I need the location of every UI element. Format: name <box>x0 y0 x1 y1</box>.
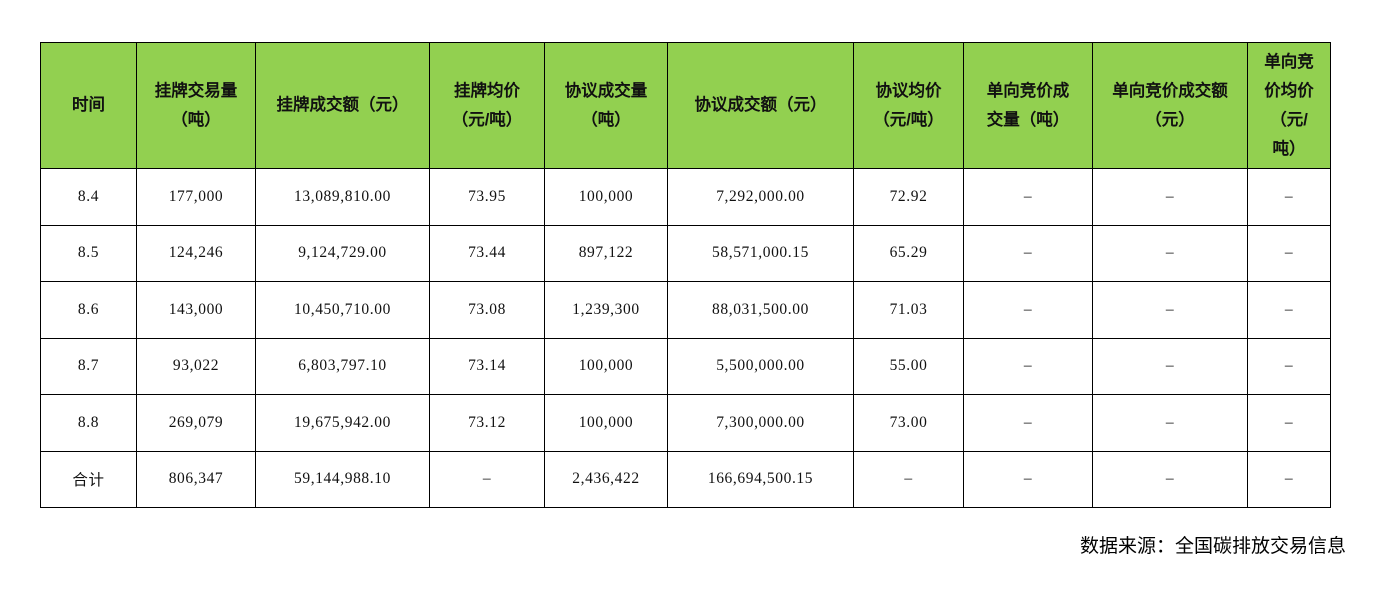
table-cell: 71.03 <box>853 281 964 339</box>
col-header-listed-avg-price: 挂牌均价 （元/吨） <box>429 42 545 169</box>
table-cell: 269,079 <box>136 394 256 452</box>
table-cell: – <box>963 337 1093 395</box>
table-cell: – <box>1092 394 1248 452</box>
table-cell: 合计 <box>40 450 137 508</box>
table-cell: 58,571,000.15 <box>667 224 854 282</box>
col-header-negotiated-volume: 协议成交量 （吨） <box>544 42 668 169</box>
table-cell: 13,089,810.00 <box>255 168 430 226</box>
col-header-auction-turnover: 单向竞价成交额 （元） <box>1092 42 1248 169</box>
table-cell: 65.29 <box>853 224 964 282</box>
table-row-total: 合计 806,347 59,144,988.10 – 2,436,422 166… <box>40 450 1331 508</box>
table-row-8-7: 8.7 93,022 6,803,797.10 73.14 100,000 5,… <box>40 337 1331 395</box>
table-cell: 143,000 <box>136 281 256 339</box>
table-cell: – <box>429 450 545 508</box>
table-cell: 10,450,710.00 <box>255 281 430 339</box>
table-cell: – <box>1247 337 1331 395</box>
table-cell: – <box>1247 224 1331 282</box>
table-cell: 806,347 <box>136 450 256 508</box>
table-cell: – <box>1092 450 1248 508</box>
table-row-8-5: 8.5 124,246 9,124,729.00 73.44 897,122 5… <box>40 224 1331 282</box>
table-cell: 73.44 <box>429 224 545 282</box>
col-header-time: 时间 <box>40 42 137 169</box>
table-cell: 8.8 <box>40 394 137 452</box>
table-cell: 8.4 <box>40 168 137 226</box>
table-cell: 8.6 <box>40 281 137 339</box>
table-cell: – <box>963 281 1093 339</box>
col-header-auction-avg-price: 单向竞 价均价 （元/ 吨） <box>1247 42 1331 169</box>
table-row-8-6: 8.6 143,000 10,450,710.00 73.08 1,239,30… <box>40 281 1331 339</box>
col-header-listed-turnover: 挂牌成交额（元） <box>255 42 430 169</box>
table-cell: 2,436,422 <box>544 450 668 508</box>
table-row-8-8: 8.8 269,079 19,675,942.00 73.12 100,000 … <box>40 394 1331 452</box>
table-cell: 8.7 <box>40 337 137 395</box>
carbon-trading-table-container: 时间 挂牌交易量 （吨） 挂牌成交额（元） 挂牌均价 （元/吨） 协议成交量 （… <box>40 42 1331 508</box>
table-cell: – <box>1092 168 1248 226</box>
table-cell: – <box>1247 168 1331 226</box>
table-cell: 73.14 <box>429 337 545 395</box>
table-cell: – <box>963 394 1093 452</box>
table-cell: 100,000 <box>544 168 668 226</box>
col-header-listed-volume: 挂牌交易量 （吨） <box>136 42 256 169</box>
table-cell: 73.08 <box>429 281 545 339</box>
table-cell: – <box>1247 394 1331 452</box>
table-cell: – <box>963 224 1093 282</box>
table-row-8-4: 8.4 177,000 13,089,810.00 73.95 100,000 … <box>40 168 1331 226</box>
table-cell: 9,124,729.00 <box>255 224 430 282</box>
table-cell: 5,500,000.00 <box>667 337 854 395</box>
table-cell: – <box>1247 450 1331 508</box>
table-cell: 7,292,000.00 <box>667 168 854 226</box>
table-cell: 59,144,988.10 <box>255 450 430 508</box>
table-cell: 19,675,942.00 <box>255 394 430 452</box>
col-header-negotiated-turnover: 协议成交额（元） <box>667 42 854 169</box>
table-cell: 8.5 <box>40 224 137 282</box>
table-cell: 73.00 <box>853 394 964 452</box>
table-cell: 73.95 <box>429 168 545 226</box>
header-row: 时间 挂牌交易量 （吨） 挂牌成交额（元） 挂牌均价 （元/吨） 协议成交量 （… <box>40 42 1331 169</box>
table-cell: – <box>963 168 1093 226</box>
table-cell: 55.00 <box>853 337 964 395</box>
table-cell: 6,803,797.10 <box>255 337 430 395</box>
table-cell: 73.12 <box>429 394 545 452</box>
col-header-auction-volume: 单向竞价成 交量（吨） <box>963 42 1093 169</box>
table-cell: 124,246 <box>136 224 256 282</box>
table-cell: – <box>1247 281 1331 339</box>
table-cell: – <box>853 450 964 508</box>
table-cell: 93,022 <box>136 337 256 395</box>
table-cell: 1,239,300 <box>544 281 668 339</box>
col-header-negotiated-avg-price: 协议均价 （元/吨） <box>853 42 964 169</box>
carbon-trading-table: 时间 挂牌交易量 （吨） 挂牌成交额（元） 挂牌均价 （元/吨） 协议成交量 （… <box>40 42 1331 508</box>
table-cell: – <box>963 450 1093 508</box>
table-cell: 100,000 <box>544 394 668 452</box>
table-cell: – <box>1092 224 1248 282</box>
table-cell: 897,122 <box>544 224 668 282</box>
table-header: 时间 挂牌交易量 （吨） 挂牌成交额（元） 挂牌均价 （元/吨） 协议成交量 （… <box>40 42 1331 169</box>
table-cell: – <box>1092 281 1248 339</box>
table-cell: 7,300,000.00 <box>667 394 854 452</box>
table-cell: 72.92 <box>853 168 964 226</box>
table-cell: – <box>1092 337 1248 395</box>
table-cell: 88,031,500.00 <box>667 281 854 339</box>
table-body: 8.4 177,000 13,089,810.00 73.95 100,000 … <box>40 168 1331 508</box>
table-cell: 166,694,500.15 <box>667 450 854 508</box>
table-cell: 100,000 <box>544 337 668 395</box>
data-source-note: 数据来源：全国碳排放交易信息 <box>1079 536 1346 557</box>
table-cell: 177,000 <box>136 168 256 226</box>
